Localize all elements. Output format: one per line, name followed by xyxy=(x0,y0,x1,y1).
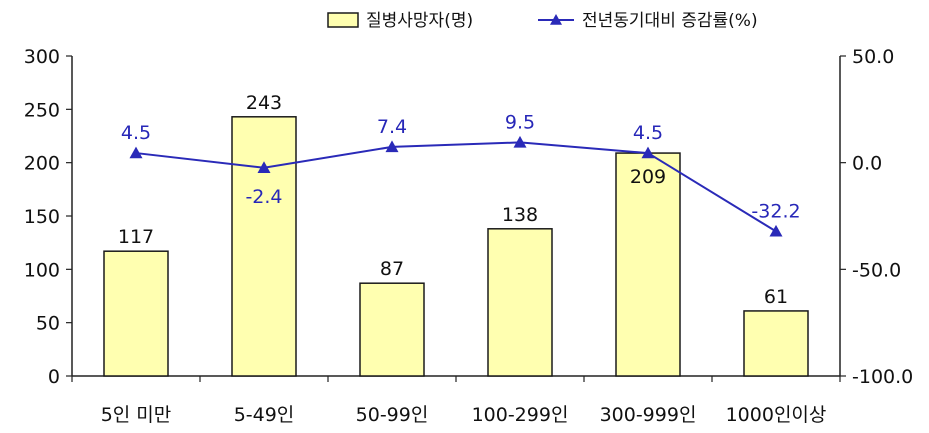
line-value-label: 4.5 xyxy=(633,122,663,144)
bar xyxy=(359,282,425,377)
bar xyxy=(743,310,809,377)
line-point-marker xyxy=(385,140,399,153)
legend-bar-swatch xyxy=(327,12,359,28)
x-tick-label: 5-49인 xyxy=(234,404,295,426)
bar-value-label: 138 xyxy=(502,204,538,226)
bar-value-label: 209 xyxy=(630,166,666,188)
legend-line-label: 전년동기대비 증감률(%) xyxy=(582,11,758,31)
left-tick-label: 0 xyxy=(48,366,60,388)
line-point-marker xyxy=(257,161,271,173)
left-tick-label: 300 xyxy=(24,46,60,68)
line-value-label: -32.2 xyxy=(751,200,800,222)
data-labels: 117 243 87 138 209 61 4.5 -2.4 7.4 9.5 4.5 -32.2 xyxy=(118,92,801,308)
line-path xyxy=(135,141,777,233)
legend-line-marker xyxy=(550,14,562,25)
right-tick-label: -100.0 xyxy=(852,366,913,388)
bar xyxy=(487,228,553,377)
line-point-marker xyxy=(129,146,143,159)
line-point-marker xyxy=(641,146,655,159)
left-tick-label: 200 xyxy=(24,153,60,175)
left-tick-label: 50 xyxy=(36,313,60,335)
x-tick-label: 300-999인 xyxy=(600,404,697,426)
x-tick-label: 1000인이상 xyxy=(726,404,827,426)
line-series xyxy=(129,135,783,237)
bar-value-label: 243 xyxy=(246,92,282,114)
x-tick-label: 100-299인 xyxy=(472,404,569,426)
right-tick-label: 50.0 xyxy=(852,46,894,68)
bar-series xyxy=(103,116,809,377)
right-tick-label: 0.0 xyxy=(852,153,882,175)
line-value-label: 7.4 xyxy=(377,116,407,138)
legend-bar-label: 질병사망자(명) xyxy=(366,11,473,31)
left-tick-label: 250 xyxy=(24,99,60,121)
line-value-label: 9.5 xyxy=(505,111,535,133)
bar-value-label: 117 xyxy=(118,226,154,248)
legend: 질병사망자(명) 전년동기대비 증감률(%) xyxy=(327,11,758,31)
line-value-label: 4.5 xyxy=(121,122,151,144)
line-point-marker xyxy=(513,135,527,148)
bar-value-label: 87 xyxy=(380,258,404,280)
line-point-marker xyxy=(769,224,783,237)
x-tick-label: 5인 미만 xyxy=(101,404,172,426)
bar xyxy=(103,250,169,377)
bar xyxy=(231,116,297,377)
right-tick-label: -50.0 xyxy=(852,259,901,281)
axes: 0 50 100 150 200 250 300 -100.0 -50.0 0.0 50.0 5인 미… xyxy=(24,46,914,426)
left-tick-label: 100 xyxy=(24,259,60,281)
left-tick-label: 150 xyxy=(24,206,60,228)
bar-value-label: 61 xyxy=(764,286,788,308)
x-tick-label: 50-99인 xyxy=(356,404,429,426)
line-value-label: -2.4 xyxy=(245,186,282,208)
bar xyxy=(615,152,681,377)
